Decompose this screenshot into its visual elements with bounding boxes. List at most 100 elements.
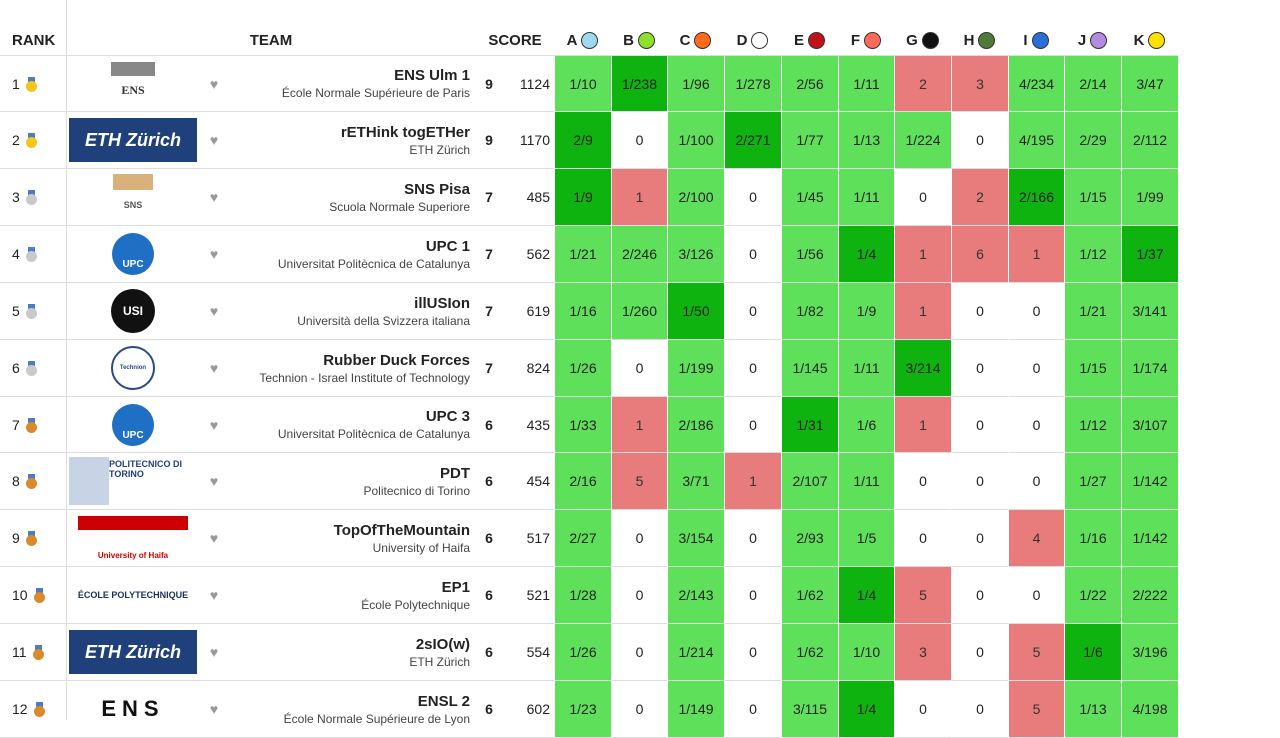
problem-cell-f[interactable]: 1/11 [838, 453, 894, 510]
problem-cell-e[interactable]: 1/77 [781, 112, 838, 169]
problem-cell-g[interactable]: 3/214 [894, 340, 951, 397]
favorite-heart-icon[interactable]: ♥ [200, 453, 228, 510]
favorite-heart-icon[interactable]: ♥ [200, 397, 228, 453]
problem-header-g[interactable]: G [894, 0, 951, 56]
problem-cell-c[interactable]: 1/199 [667, 340, 724, 397]
problem-cell-h[interactable]: 0 [951, 112, 1008, 169]
problem-cell-f[interactable]: 1/11 [838, 340, 894, 397]
problem-cell-g[interactable]: 0 [894, 453, 951, 510]
problem-cell-b[interactable]: 0 [611, 112, 667, 169]
problem-cell-f[interactable]: 1/9 [838, 283, 894, 340]
favorite-heart-icon[interactable]: ♥ [200, 112, 228, 169]
problem-cell-d[interactable]: 0 [724, 624, 781, 681]
problem-cell-a[interactable]: 1/23 [554, 681, 611, 738]
problem-cell-i[interactable]: 0 [1008, 397, 1064, 453]
problem-cell-g[interactable]: 5 [894, 567, 951, 624]
problem-cell-h[interactable]: 0 [951, 397, 1008, 453]
problem-cell-b[interactable]: 5 [611, 453, 667, 510]
team-cell[interactable]: PDT Politecnico di Torino [228, 453, 476, 510]
problem-header-f[interactable]: F [838, 0, 894, 56]
problem-cell-g[interactable]: 3 [894, 624, 951, 681]
problem-cell-j[interactable]: 2/14 [1064, 56, 1121, 112]
problem-header-e[interactable]: E [781, 0, 838, 56]
problem-cell-c[interactable]: 1/149 [667, 681, 724, 738]
favorite-heart-icon[interactable]: ♥ [200, 681, 228, 738]
team-cell[interactable]: SNS Pisa Scuola Normale Superiore [228, 169, 476, 226]
problem-cell-c[interactable]: 3/154 [667, 510, 724, 567]
problem-cell-c[interactable]: 2/100 [667, 169, 724, 226]
favorite-heart-icon[interactable]: ♥ [200, 226, 228, 283]
problem-header-c[interactable]: C [667, 0, 724, 56]
problem-cell-c[interactable]: 2/143 [667, 567, 724, 624]
problem-cell-k[interactable]: 3/141 [1121, 283, 1178, 340]
problem-cell-g[interactable]: 1/224 [894, 112, 951, 169]
problem-cell-j[interactable]: 1/12 [1064, 397, 1121, 453]
team-cell[interactable]: UPC 3 Universitat Politècnica de Cataluny… [228, 397, 476, 453]
problem-cell-k[interactable]: 3/47 [1121, 56, 1178, 112]
problem-cell-f[interactable]: 1/4 [838, 567, 894, 624]
favorite-heart-icon[interactable]: ♥ [200, 624, 228, 681]
problem-cell-c[interactable]: 1/96 [667, 56, 724, 112]
problem-cell-e[interactable]: 2/107 [781, 453, 838, 510]
problem-cell-j[interactable]: 1/13 [1064, 681, 1121, 738]
problem-cell-i[interactable]: 5 [1008, 624, 1064, 681]
problem-cell-k[interactable]: 1/37 [1121, 226, 1178, 283]
problem-cell-i[interactable]: 0 [1008, 453, 1064, 510]
favorite-heart-icon[interactable]: ♥ [200, 169, 228, 226]
team-cell[interactable]: rETHink togETHer ETH Zürich [228, 112, 476, 169]
problem-cell-g[interactable]: 1 [894, 283, 951, 340]
problem-cell-h[interactable]: 6 [951, 226, 1008, 283]
favorite-heart-icon[interactable]: ♥ [200, 340, 228, 397]
problem-cell-k[interactable]: 1/142 [1121, 510, 1178, 567]
problem-header-h[interactable]: H [951, 0, 1008, 56]
problem-cell-h[interactable]: 0 [951, 681, 1008, 738]
problem-cell-g[interactable]: 1 [894, 397, 951, 453]
problem-cell-h[interactable]: 0 [951, 283, 1008, 340]
problem-cell-d[interactable]: 2/271 [724, 112, 781, 169]
problem-cell-f[interactable]: 1/11 [838, 169, 894, 226]
problem-cell-c[interactable]: 1/214 [667, 624, 724, 681]
problem-cell-a[interactable]: 1/26 [554, 624, 611, 681]
problem-cell-h[interactable]: 0 [951, 340, 1008, 397]
problem-cell-f[interactable]: 1/10 [838, 624, 894, 681]
problem-cell-i[interactable]: 0 [1008, 340, 1064, 397]
problem-header-j[interactable]: J [1064, 0, 1121, 56]
problem-cell-c[interactable]: 2/186 [667, 397, 724, 453]
team-header[interactable]: TEAM [66, 0, 476, 56]
problem-cell-j[interactable]: 1/15 [1064, 340, 1121, 397]
problem-cell-a[interactable]: 1/10 [554, 56, 611, 112]
problem-cell-b[interactable]: 2/246 [611, 226, 667, 283]
problem-cell-d[interactable]: 0 [724, 681, 781, 738]
problem-cell-f[interactable]: 1/5 [838, 510, 894, 567]
problem-cell-b[interactable]: 0 [611, 624, 667, 681]
problem-cell-c[interactable]: 1/50 [667, 283, 724, 340]
problem-header-d[interactable]: D [724, 0, 781, 56]
problem-cell-c[interactable]: 3/126 [667, 226, 724, 283]
team-cell[interactable]: UPC 1 Universitat Politècnica de Cataluny… [228, 226, 476, 283]
problem-cell-i[interactable]: 2/166 [1008, 169, 1064, 226]
team-cell[interactable]: illUSIon Università della Svizzera italia… [228, 283, 476, 340]
problem-cell-b[interactable]: 1/238 [611, 56, 667, 112]
problem-cell-f[interactable]: 1/4 [838, 681, 894, 738]
problem-cell-a[interactable]: 1/16 [554, 283, 611, 340]
problem-cell-b[interactable]: 1 [611, 397, 667, 453]
problem-cell-e[interactable]: 2/93 [781, 510, 838, 567]
problem-cell-k[interactable]: 1/99 [1121, 169, 1178, 226]
problem-cell-g[interactable]: 0 [894, 681, 951, 738]
score-header[interactable]: SCORE [476, 0, 554, 56]
team-cell[interactable]: ENS Ulm 1 École Normale Supérieure de Par… [228, 56, 476, 112]
problem-cell-j[interactable]: 1/12 [1064, 226, 1121, 283]
problem-cell-h[interactable]: 0 [951, 453, 1008, 510]
problem-cell-e[interactable]: 1/31 [781, 397, 838, 453]
problem-cell-i[interactable]: 0 [1008, 567, 1064, 624]
problem-cell-d[interactable]: 1/278 [724, 56, 781, 112]
problem-cell-b[interactable]: 0 [611, 510, 667, 567]
problem-cell-k[interactable]: 1/174 [1121, 340, 1178, 397]
problem-cell-a[interactable]: 1/9 [554, 169, 611, 226]
problem-cell-a[interactable]: 2/16 [554, 453, 611, 510]
team-cell[interactable]: ENSL 2 École Normale Supérieure de Lyon [228, 681, 476, 738]
problem-cell-h[interactable]: 0 [951, 567, 1008, 624]
problem-cell-a[interactable]: 2/27 [554, 510, 611, 567]
team-cell[interactable]: 2sIO(w) ETH Zürich [228, 624, 476, 681]
problem-cell-j[interactable]: 1/6 [1064, 624, 1121, 681]
